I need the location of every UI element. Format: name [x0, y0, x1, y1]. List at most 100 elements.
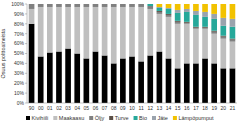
bar-segment [184, 22, 190, 24]
x-tick-label: 09 [120, 105, 126, 111]
bar-segment [65, 49, 71, 103]
bar-segment [29, 4, 35, 5]
bar-segment [65, 4, 71, 5]
bar-segment [157, 8, 163, 11]
bar-segment [166, 15, 172, 17]
legend-label: Jäte [158, 115, 168, 121]
bar-segment [65, 7, 71, 49]
bar-segment [211, 32, 217, 34]
bar-segment [56, 4, 62, 7]
x-tick-label: 08 [111, 105, 117, 111]
bar-segment [120, 4, 126, 5]
bar-segment [175, 10, 181, 13]
y-tick [25, 43, 27, 44]
bar-segment [175, 22, 181, 24]
bar-segment [65, 4, 71, 7]
bar-segment [184, 24, 190, 64]
legend-label: Bio [139, 115, 147, 121]
bar-segment [147, 4, 153, 5]
bar-segment [29, 4, 35, 5]
bar-segment [129, 56, 135, 103]
bar-segment [111, 4, 117, 5]
legend-label: Turve [115, 115, 129, 121]
bar-segment [211, 19, 217, 31]
bar-segment [120, 4, 126, 7]
bar-segment [129, 4, 135, 7]
x-tick-label: 12 [147, 105, 153, 111]
x-tick-label: 15 [175, 105, 181, 111]
bar-segment [29, 24, 35, 103]
y-tick-label: 0% [17, 100, 25, 106]
bar-segment [84, 58, 90, 103]
bar-segment [220, 68, 226, 103]
bar-segment [47, 53, 53, 103]
bar-segment [211, 63, 217, 103]
bar-segment [147, 4, 153, 5]
bar-segment [47, 4, 53, 5]
legend-swatch [152, 116, 156, 120]
bar-segment [111, 4, 117, 5]
bar-segment [93, 4, 99, 5]
bar-segment [138, 4, 144, 5]
y-tick [25, 13, 27, 14]
bar-segment [211, 4, 217, 14]
bar-segment [56, 4, 62, 5]
bar-segment [102, 4, 108, 7]
bar-segment [230, 19, 236, 27]
x-tick-label: 06 [93, 105, 99, 111]
bar-segment [93, 52, 99, 103]
legend-label: Öljy [95, 115, 105, 121]
bar-segment [175, 4, 181, 10]
legend-label: Kivihiili [32, 115, 49, 121]
bar-segment [74, 4, 80, 5]
bar-segment [47, 7, 53, 53]
legend-swatch [109, 116, 113, 120]
legend-swatch [89, 116, 93, 120]
y-tick [25, 93, 27, 94]
bar-segment [129, 4, 135, 5]
bar-segment [93, 7, 99, 52]
bar-segment [193, 27, 199, 29]
bar-segment [74, 7, 80, 54]
bar-segment [38, 4, 44, 5]
x-tick-label: 20 [221, 105, 227, 111]
bar-segment [166, 4, 172, 8]
bar-segment [74, 4, 80, 5]
y-tick-label: 10% [14, 90, 25, 96]
bar-segment [147, 4, 153, 6]
bar-segment [129, 4, 135, 5]
chart: Osuus polttoaineista0%10%20%30%40%50%60%… [0, 0, 240, 126]
bar-segment [38, 4, 44, 5]
legend-label: Maakaasu [59, 115, 84, 121]
bar-segment [84, 4, 90, 5]
bar-segment [38, 4, 44, 5]
bar-segment [138, 4, 144, 5]
bar-segment [147, 9, 153, 56]
bar-segment [184, 4, 190, 9]
y-axis [27, 4, 28, 103]
bar-segment [193, 11, 199, 15]
bar-segment [56, 4, 62, 5]
bar-segment [102, 4, 108, 5]
bar-segment [220, 37, 226, 39]
bar-segment [138, 61, 144, 103]
bar-segment [38, 4, 44, 7]
bar-segment [65, 4, 71, 5]
x-tick-label: 17 [193, 105, 199, 111]
bar-segment [84, 4, 90, 5]
bar-segment [120, 4, 126, 5]
x-tick-label: 16 [184, 105, 190, 111]
bar-segment [129, 7, 135, 57]
bar-segment [120, 58, 126, 103]
bar-segment [47, 4, 53, 5]
bar-segment [230, 42, 236, 69]
x-tick-label: 04 [74, 105, 80, 111]
legend-swatch [26, 116, 30, 120]
bar-segment [175, 13, 181, 21]
bar-segment [230, 40, 236, 42]
bar-segment [220, 26, 226, 36]
bar-segment [74, 54, 80, 104]
bar-segment [29, 4, 35, 9]
bar-segment [120, 7, 126, 58]
bar-segment [211, 14, 217, 19]
